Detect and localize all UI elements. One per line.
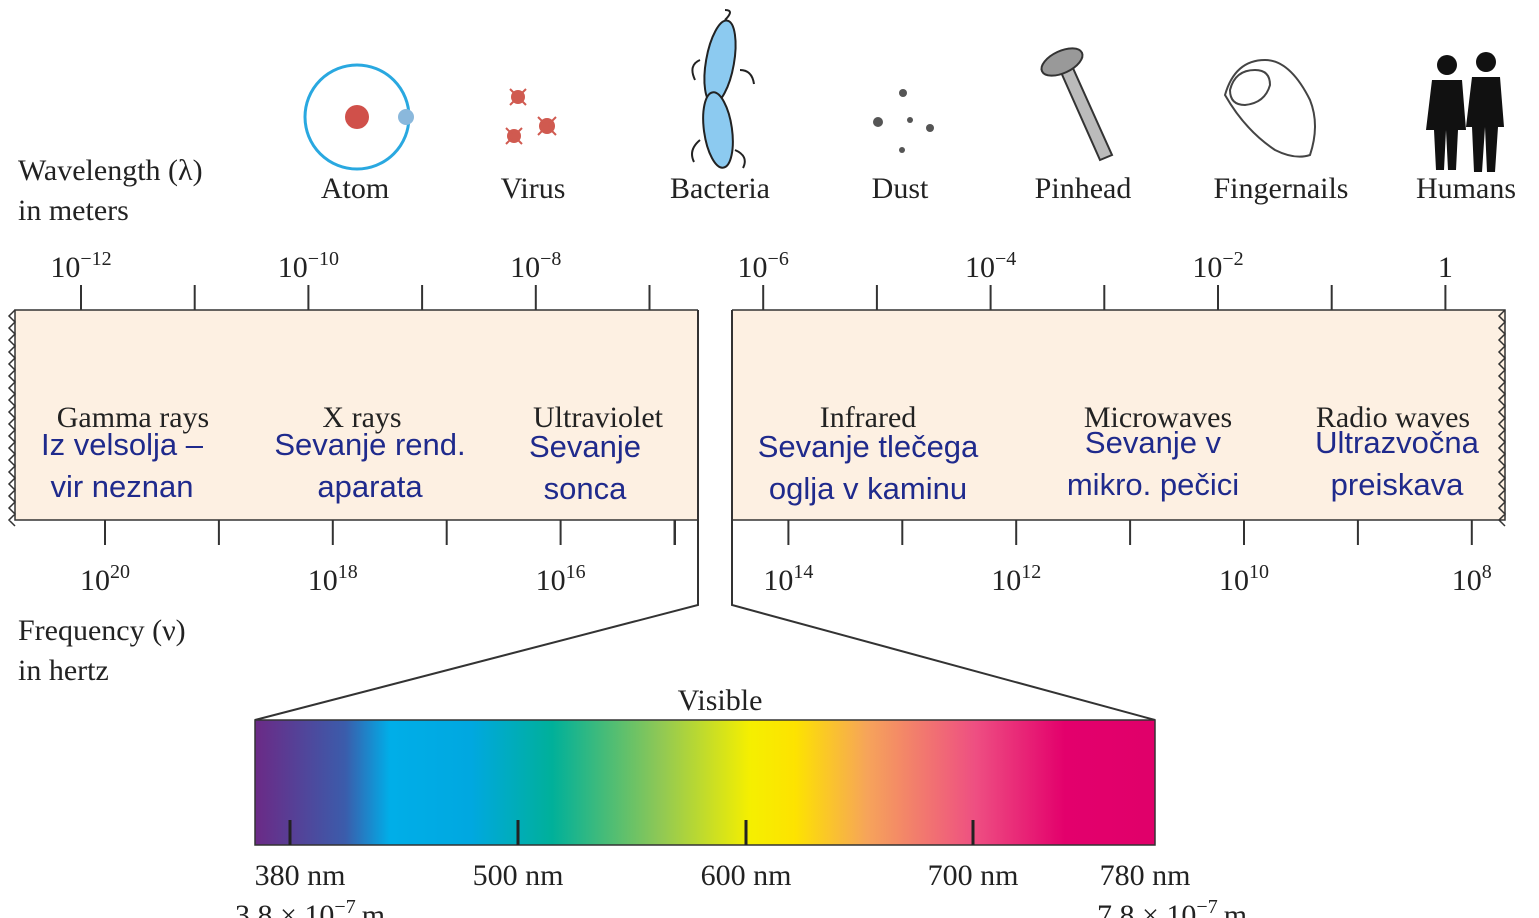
limit-exponent: −7 (334, 896, 355, 918)
wavelength-tick-label: 10−12 (50, 248, 111, 284)
frequency-tick-label: 108 (1452, 561, 1492, 597)
tick-base: 10 (536, 564, 566, 597)
tick-base: 10 (50, 251, 80, 284)
spectrum-band (14, 309, 1506, 521)
visible-bar (254, 719, 1156, 846)
tick-base: 10 (278, 251, 308, 284)
band-note: Iz velsolja – (41, 427, 204, 462)
frequency-tick-label: 1014 (763, 561, 813, 597)
visible-tick-label: 700 nm (928, 859, 1019, 892)
zigzag (7, 309, 1507, 527)
object-label: Bacteria (670, 172, 770, 205)
frequency-tick-label: 1010 (1219, 561, 1269, 597)
band-label: Radio waves (1316, 401, 1470, 434)
atom-icon (303, 63, 414, 171)
tick-base: 10 (80, 564, 110, 597)
object-label: Virus (501, 172, 566, 205)
tick-exponent: 16 (566, 561, 586, 583)
visible-tick-label: 780 nm (1100, 859, 1191, 892)
wavelength-tick-label: 1 (1438, 251, 1453, 284)
wavelength-tick-label: 10−10 (278, 248, 339, 284)
visible-gap (698, 308, 732, 522)
tick-exponent: 18 (338, 561, 358, 583)
tick-base: 10 (1219, 564, 1249, 597)
visible-tick-label: 600 nm (701, 859, 792, 892)
band-note: Sevanje v (1085, 425, 1222, 460)
tick-base: 10 (763, 564, 793, 597)
object-label: Dust (872, 172, 929, 205)
torn-edges (7, 309, 1507, 527)
wavelength-tick-label: 10−4 (965, 248, 1016, 284)
tick-exponent: 20 (110, 561, 130, 583)
tick-exponent: −4 (995, 248, 1016, 270)
tick-exponent: −8 (540, 248, 561, 270)
wavelength-tick-label: 10−8 (510, 248, 561, 284)
object-label: Fingernails (1214, 172, 1349, 205)
pinhead-icon (1040, 47, 1114, 162)
band-note: oglja v kaminu (769, 471, 967, 506)
band-note: Sevanje (529, 429, 641, 464)
limit-exponent: −7 (1196, 896, 1217, 918)
bacteria-icon (691, 9, 755, 169)
tick-exponent: −6 (768, 248, 789, 270)
band-note: preiskava (1331, 467, 1464, 502)
axis-title: Wavelength (λ) (18, 154, 203, 187)
tick-base: 10 (991, 564, 1021, 597)
visible-zoom-lines (254, 310, 1156, 721)
band-note: Sevanje rend. (274, 427, 465, 462)
object-label: Pinhead (1035, 172, 1132, 205)
visible-tick-label: 380 nm (255, 859, 346, 892)
frequency-tick-label: 1012 (991, 561, 1041, 597)
band-label: Ultraviolet (533, 401, 664, 434)
frequency-tick-label: 1016 (536, 561, 586, 597)
tick-exponent: 14 (793, 561, 813, 583)
tick-exponent: 10 (1249, 561, 1269, 583)
wavelength-tick-label: 10−2 (1192, 248, 1243, 284)
band-note: mikro. pečici (1067, 467, 1239, 502)
humans-icon (1426, 52, 1504, 172)
limit-unit: m (362, 899, 385, 918)
visible-limit: 3.8 × 10−7 m (235, 896, 385, 918)
axis-unit: in hertz (18, 654, 109, 687)
band-label: Microwaves (1084, 401, 1232, 434)
tick-base: 1 (1438, 251, 1453, 284)
tick-base: 10 (1192, 251, 1222, 284)
dust-icon (873, 89, 934, 153)
band-note: aparata (317, 469, 423, 504)
frequency-tick-label: 1018 (308, 561, 358, 597)
tick-base: 10 (308, 564, 338, 597)
virus-icon (505, 88, 557, 145)
tick-exponent: −12 (80, 248, 111, 270)
axis-unit: in meters (18, 194, 129, 227)
tick-exponent: −2 (1222, 248, 1243, 270)
tick-base: 10 (1452, 564, 1482, 597)
tick-base: 10 (738, 251, 768, 284)
wavelength-tick-label: 10−6 (738, 248, 789, 284)
tick-exponent: 8 (1482, 561, 1492, 583)
axis-title: Frequency (ν) (18, 614, 186, 647)
frequency-tick-label: 1020 (80, 561, 130, 597)
tick-base: 10 (965, 251, 995, 284)
object-label: Atom (321, 172, 389, 205)
visible-title: Visible (678, 684, 763, 717)
limit-mantissa: 3.8 × 10 (235, 899, 334, 918)
band-label: Infrared (820, 401, 917, 434)
band-note: sonca (544, 471, 627, 506)
visible-tick-label: 500 nm (473, 859, 564, 892)
band-note: vir neznan (50, 469, 193, 504)
tick-base: 10 (510, 251, 540, 284)
band-label: Gamma rays (57, 401, 209, 434)
tick-exponent: 12 (1021, 561, 1041, 583)
band-note: Sevanje tlečega (758, 429, 979, 464)
band-label: X rays (322, 401, 401, 434)
visible-limit: 7.8 × 10−7 m (1097, 896, 1247, 918)
fingernail-icon (1223, 58, 1316, 158)
limit-unit: m (1224, 899, 1247, 918)
band-note: Ultrazvočna (1315, 425, 1479, 460)
limit-mantissa: 7.8 × 10 (1097, 899, 1196, 918)
object-label: Humans (1416, 172, 1516, 205)
tick-exponent: −10 (308, 248, 339, 270)
